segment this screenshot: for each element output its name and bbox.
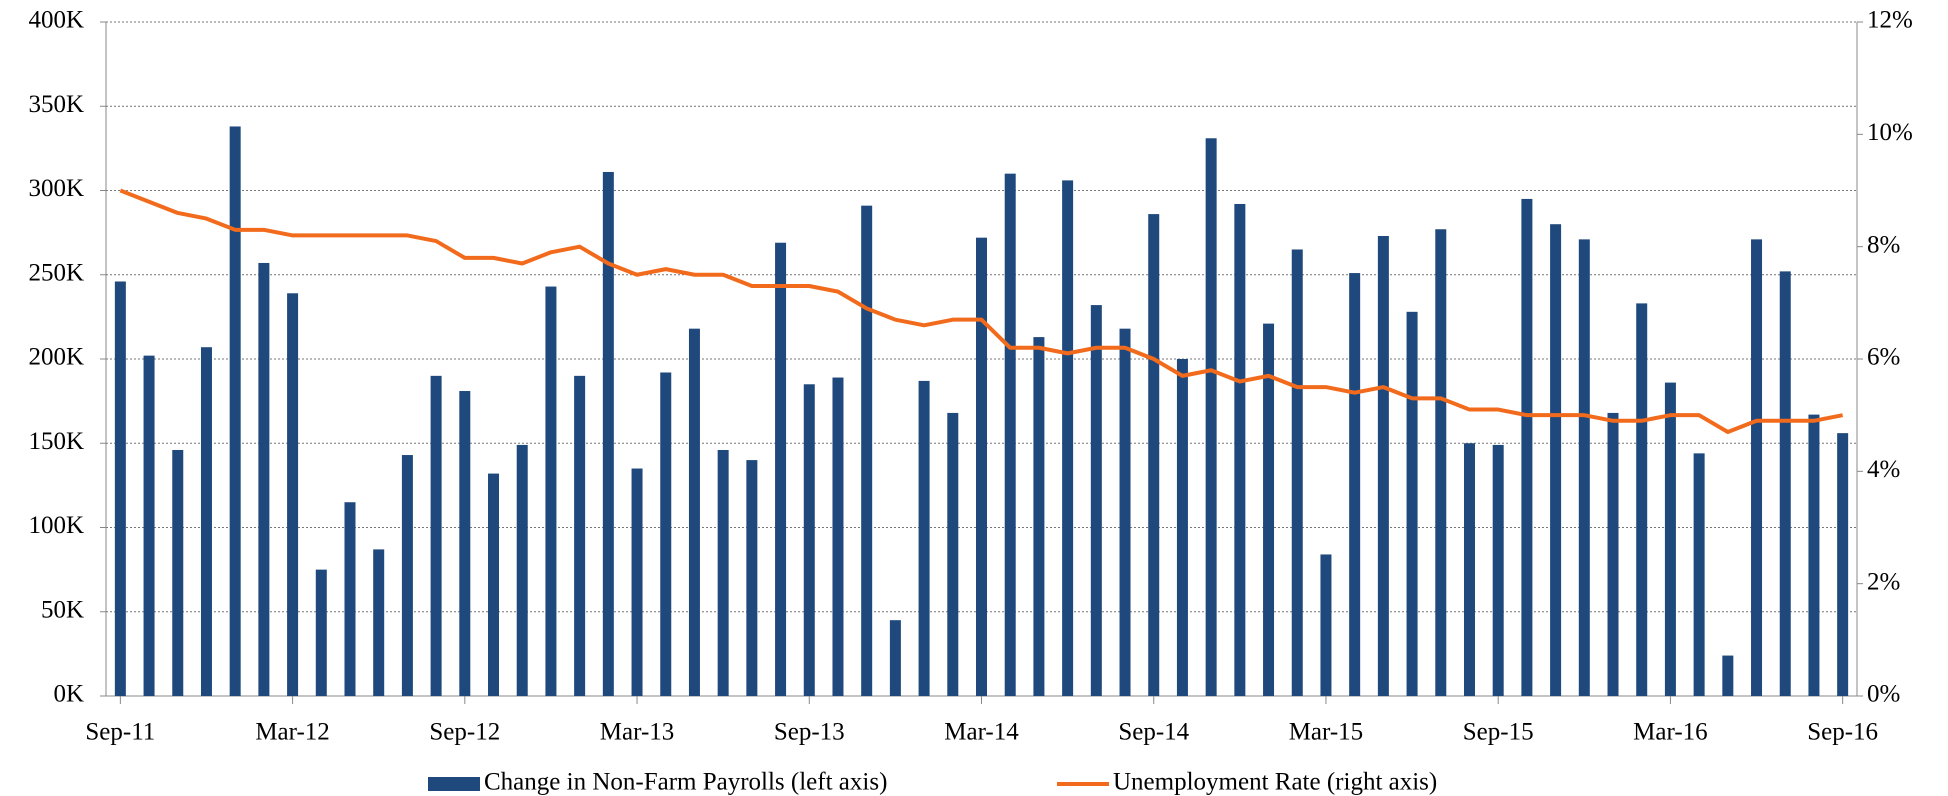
bar bbox=[976, 237, 987, 696]
bar bbox=[832, 377, 844, 696]
bar bbox=[1004, 173, 1016, 696]
bar bbox=[373, 549, 385, 696]
bar bbox=[200, 347, 212, 696]
x-tick-label: Mar-13 bbox=[600, 719, 674, 746]
bar bbox=[545, 286, 557, 696]
bar bbox=[258, 262, 270, 696]
bar bbox=[602, 171, 614, 697]
x-tick-label: Sep-12 bbox=[429, 719, 500, 746]
bar bbox=[1234, 203, 1246, 697]
y-tick-label: 350K bbox=[28, 91, 84, 118]
bar bbox=[1176, 359, 1188, 696]
bar bbox=[889, 620, 901, 696]
y-tick-label: 400K bbox=[28, 7, 84, 34]
x-tick-label: Sep-11 bbox=[85, 719, 155, 746]
y-tick-label: 150K bbox=[28, 428, 84, 455]
x-tick-label: Mar-15 bbox=[1289, 719, 1363, 746]
x-tick-label: Mar-16 bbox=[1633, 719, 1707, 746]
bar bbox=[1435, 229, 1447, 696]
y-tick-label: 300K bbox=[28, 175, 84, 202]
x-tick-label: Sep-16 bbox=[1807, 719, 1878, 746]
y2-tick-label: 6% bbox=[1867, 344, 1900, 371]
x-tick-label: Mar-14 bbox=[944, 719, 1019, 746]
bar bbox=[430, 375, 442, 696]
y-tick-label: 200K bbox=[28, 344, 84, 371]
bar bbox=[1263, 323, 1275, 696]
x-tick-label: Mar-12 bbox=[255, 719, 329, 746]
bar bbox=[1607, 412, 1619, 696]
y2-tick-label: 0% bbox=[1867, 681, 1900, 708]
bar bbox=[114, 281, 126, 696]
bar bbox=[1205, 138, 1217, 696]
y-tick-label: 0K bbox=[53, 681, 84, 708]
bar bbox=[488, 473, 500, 696]
x-tick-label: Sep-13 bbox=[774, 719, 845, 746]
x-tick-label: Sep-14 bbox=[1118, 719, 1189, 746]
bar bbox=[1722, 655, 1734, 696]
bar bbox=[746, 460, 758, 696]
bar bbox=[947, 412, 959, 696]
bar bbox=[631, 468, 643, 696]
bar bbox=[287, 293, 299, 696]
bar bbox=[143, 355, 155, 696]
bar bbox=[1779, 271, 1791, 696]
bar bbox=[1636, 303, 1648, 696]
y2-tick-label: 12% bbox=[1867, 7, 1913, 34]
bar bbox=[172, 449, 184, 696]
bar bbox=[1693, 453, 1705, 696]
bar bbox=[1349, 273, 1361, 696]
bar bbox=[315, 569, 327, 696]
y2-tick-label: 4% bbox=[1867, 456, 1900, 483]
bar bbox=[574, 375, 586, 696]
x-tick-label: Sep-15 bbox=[1463, 719, 1534, 746]
bar bbox=[1521, 198, 1533, 697]
bar bbox=[229, 126, 241, 697]
legend-label: Unemployment Rate (right axis) bbox=[1113, 769, 1437, 796]
bar bbox=[717, 449, 729, 696]
legend-label: Change in Non-Farm Payrolls (left axis) bbox=[484, 769, 887, 796]
y-tick-label: 50K bbox=[41, 596, 84, 623]
bar bbox=[1578, 239, 1590, 697]
bar bbox=[516, 444, 528, 696]
bar bbox=[1463, 443, 1475, 696]
bar bbox=[1033, 337, 1045, 696]
bar bbox=[1751, 239, 1763, 697]
bar bbox=[1492, 444, 1504, 696]
bar bbox=[688, 328, 700, 696]
bar bbox=[775, 242, 787, 697]
y2-tick-label: 2% bbox=[1867, 568, 1900, 595]
bar bbox=[1377, 235, 1389, 696]
y2-tick-label: 8% bbox=[1867, 231, 1900, 258]
bar bbox=[861, 205, 873, 697]
bar bbox=[1664, 382, 1676, 696]
bar bbox=[1062, 180, 1074, 696]
bar bbox=[1148, 214, 1160, 696]
line bbox=[119, 188, 1844, 435]
bar bbox=[1090, 305, 1102, 696]
bar bbox=[1550, 224, 1562, 696]
legend-swatch bbox=[428, 777, 480, 791]
bar bbox=[1320, 554, 1332, 696]
bar bbox=[344, 502, 356, 696]
bar bbox=[918, 380, 930, 696]
bar bbox=[803, 384, 815, 696]
bar bbox=[1406, 311, 1418, 696]
bar bbox=[401, 455, 413, 696]
bar bbox=[1837, 433, 1849, 696]
bar bbox=[1291, 249, 1303, 696]
bar bbox=[1119, 328, 1131, 696]
y-tick-label: 250K bbox=[28, 259, 84, 286]
bar bbox=[660, 372, 672, 696]
y-tick-label: 100K bbox=[28, 512, 84, 539]
y2-tick-label: 10% bbox=[1867, 119, 1913, 146]
bar bbox=[1808, 414, 1820, 696]
bar bbox=[459, 391, 471, 696]
